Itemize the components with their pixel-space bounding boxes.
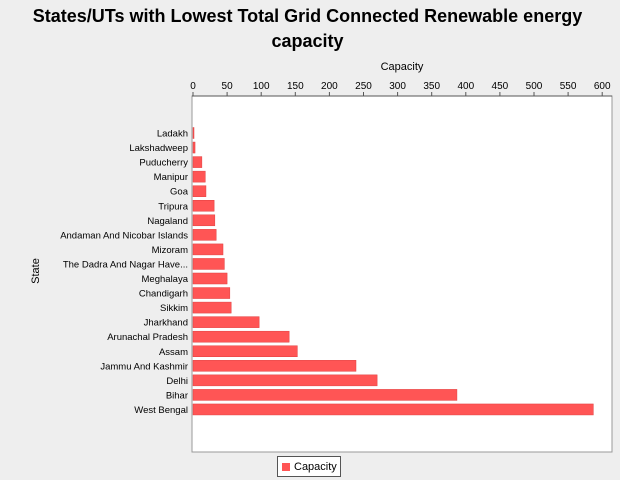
- bar: [192, 316, 260, 328]
- x-axis-ticks: 0 50 100 150 200 250 300 350 400 450 500 550 600: [190, 81, 611, 96]
- x-tick-label: 500: [526, 81, 543, 92]
- category-label: Jammu And Kashmir: [100, 361, 188, 372]
- category-label: Jharkhand: [144, 318, 188, 329]
- x-tick-label: 100: [253, 81, 270, 92]
- x-tick-label: 0: [190, 81, 196, 92]
- bar: [192, 360, 357, 372]
- category-label: Arunachal Pradesh: [107, 332, 188, 343]
- category-label: Andaman And Nicobar Islands: [60, 230, 188, 241]
- x-tick-label: 550: [560, 81, 577, 92]
- bar: [192, 330, 290, 343]
- bar: [192, 229, 217, 241]
- category-label: Meghalaya: [142, 274, 189, 285]
- chart-title: States/UTs with Lowest Total Grid Connec…: [32, 6, 583, 51]
- category-label: Mizoram: [152, 245, 189, 256]
- bars: [192, 127, 594, 416]
- bar: [192, 258, 225, 270]
- category-label: Tripura: [158, 201, 188, 212]
- x-tick-label: 300: [389, 81, 406, 92]
- x-axis-title: Capacity: [381, 61, 424, 73]
- category-label: Lakshadweep: [129, 143, 188, 154]
- x-tick-label: 250: [355, 81, 372, 92]
- legend-label: Capacity: [294, 460, 337, 473]
- bar: [192, 272, 228, 285]
- x-tick-label: 600: [594, 81, 611, 92]
- bar: [192, 127, 195, 139]
- bar: [192, 200, 215, 212]
- x-tick-label: 150: [287, 81, 304, 92]
- category-labels: Ladakh Lakshadweep Puducherry Manipur Goa Tri…: [60, 129, 189, 416]
- x-tick-label: 450: [492, 81, 509, 92]
- legend: Capacity: [277, 456, 341, 477]
- category-label: Ladakh: [157, 129, 188, 140]
- category-label: Nagaland: [147, 216, 188, 227]
- category-label: Assam: [159, 347, 188, 358]
- category-label: Puducherry: [139, 158, 188, 169]
- bar: [192, 287, 231, 299]
- category-label: Chandigarh: [139, 289, 188, 300]
- x-tick-label: 400: [457, 81, 474, 92]
- bar: [192, 156, 203, 168]
- bar: [192, 389, 458, 401]
- bar: [192, 141, 196, 154]
- y-axis-title: State: [30, 258, 42, 284]
- category-label: Delhi: [166, 376, 188, 387]
- category-label: West Bengal: [134, 405, 188, 416]
- category-label: The Dadra And Nagar Have...: [63, 259, 188, 270]
- bar: [192, 345, 298, 357]
- bar: [192, 185, 207, 197]
- bar: [192, 301, 232, 314]
- x-tick-label: 50: [222, 81, 234, 92]
- bar: [192, 214, 216, 227]
- bar: [192, 374, 378, 387]
- bar: [192, 243, 224, 256]
- category-label: Bihar: [166, 390, 188, 401]
- category-label: Goa: [170, 187, 189, 198]
- category-label: Manipur: [154, 172, 188, 183]
- bar: [192, 170, 206, 183]
- x-tick-label: 200: [321, 81, 338, 92]
- legend-swatch: [282, 462, 290, 471]
- category-label: Sikkim: [160, 303, 188, 314]
- bar: [192, 403, 594, 416]
- x-tick-label: 350: [423, 81, 440, 92]
